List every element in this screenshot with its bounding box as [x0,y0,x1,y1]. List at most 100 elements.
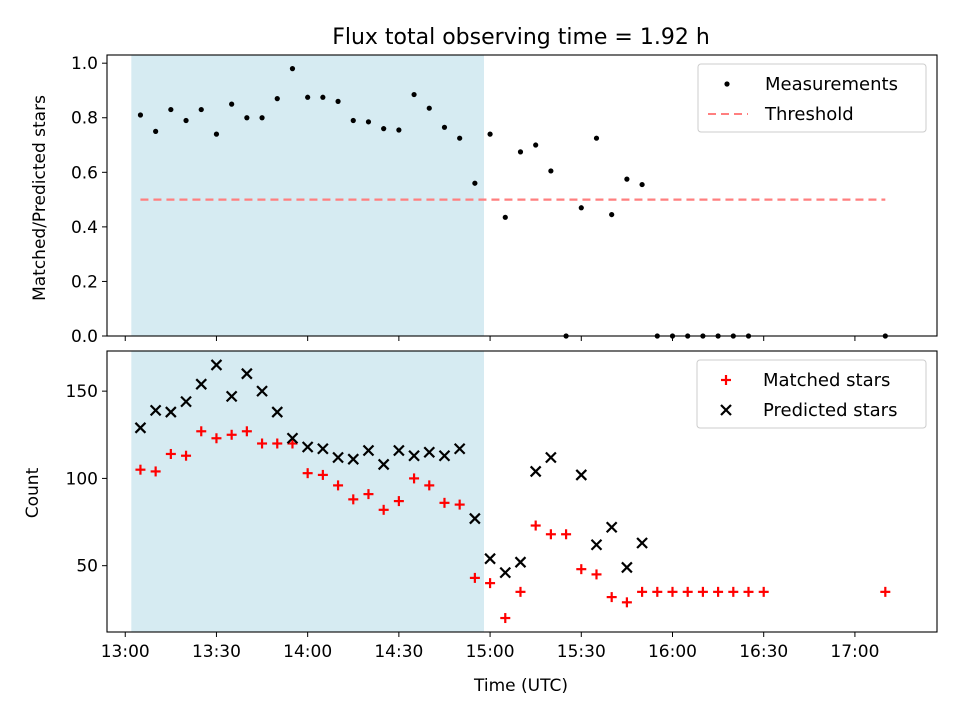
measurements-point [365,119,372,125]
x-tick-label: 17:00 [830,642,879,662]
measurements-point [335,98,341,104]
measurements-point [183,117,189,124]
matched-stars-point [165,448,176,459]
matched-stars-point [697,586,708,597]
predicted-stars-point [453,442,466,455]
measurements-point [320,94,326,100]
matched-stars-legend-marker [721,375,731,385]
matched-stars-point [500,613,511,624]
matched-stars-point [621,597,632,608]
matched-stars-point [485,578,496,589]
predicted-stars-point [408,449,420,462]
matched-stars-point [393,496,404,507]
y-tick-label: 0.4 [71,218,98,238]
measurements-point [289,66,296,72]
y-tick-label: 0.0 [71,327,98,347]
bottom-plot-series [134,359,891,624]
measurements-point [244,115,250,121]
x-tick-label: 14:00 [283,642,332,662]
predicted-stars-point [362,444,375,457]
predicted-stars-legend-label: Predicted stars [763,400,897,421]
matched-stars-point [682,586,693,597]
measurements-point [609,211,615,218]
matched-stars-point [226,429,237,440]
threshold-legend-label: Threshold [764,104,854,125]
matched-stars-point [409,473,420,484]
measurements-point [426,105,432,111]
measurements-legend-label: Measurements [765,74,898,95]
matched-stars-point [424,480,435,491]
plot-frame [106,54,938,337]
matched-stars-point [591,569,602,580]
matched-stars-point [880,586,891,597]
x-tick-label: 16:30 [739,642,788,662]
bottom-legend-frame [696,359,927,429]
predicted-stars-point [590,538,603,551]
observing-window-span [131,55,484,336]
measurements-point [639,181,645,188]
measurements-point [593,135,600,141]
predicted-stars-point [256,385,268,397]
matched-stars-point [196,426,207,437]
y-tick-label: 100 [66,469,98,489]
observing-window-span [131,351,484,632]
measurements-point [229,101,235,107]
measurements-point [624,176,630,182]
matched-stars-point [576,564,587,575]
measurements-point [502,214,508,220]
measurements-point [533,142,539,148]
matched-stars-point [728,586,739,597]
y-tick-label: 0.6 [71,163,98,183]
x-axis-label: Time (UTC) [473,676,568,696]
matched-stars-legend-label: Matched stars [763,370,890,391]
y-tick-label: 0.8 [71,109,98,129]
plot-frame [106,350,938,633]
measurements-point [548,168,554,174]
x-tick-label: 16:00 [648,642,697,662]
predicted-stars-point [377,458,390,471]
predicted-stars-point [241,367,253,380]
matched-stars-point [561,529,572,540]
measurements-point [350,117,356,124]
matched-stars-point [454,499,465,510]
matched-stars-point [150,466,161,477]
measurements-point [472,180,478,186]
predicted-stars-point [210,359,223,371]
top-axes: 0.0 0.2 0.4 0.6 0.8 1.0 [71,54,938,347]
matched-stars-point [515,586,526,597]
predicted-stars-point [499,566,512,579]
y-tick-label: 1.0 [71,54,98,74]
matched-stars-point [333,480,344,491]
matched-stars-point [287,438,298,449]
predicted-stars-point [332,451,344,464]
predicted-stars-point [347,453,360,465]
matched-stars-point [667,586,678,597]
predicted-stars-point [469,512,481,525]
predicted-stars-point [165,406,177,418]
matched-stars-point [257,438,268,449]
measurements-point [274,96,280,102]
measurements-point [396,127,402,133]
matched-stars-point [241,426,252,437]
matched-stars-point [713,586,724,597]
matched-stars-point [530,520,541,531]
matched-stars-point [317,469,328,480]
predicted-stars-point [134,422,147,434]
matched-stars-point [363,489,374,500]
predicted-stars-point [575,469,588,481]
measurements-point [168,106,174,113]
matched-stars-point [469,572,480,583]
predicted-stars-point [423,446,436,459]
matched-stars-point [606,592,617,603]
predicted-stars-point [393,444,405,457]
measurements-point [441,124,448,130]
measurements-point [578,205,584,211]
measurements-point [411,91,417,98]
matched-stars-point [545,529,556,540]
x-tick-label: 14:30 [374,642,423,662]
predicted-stars-point [180,395,192,408]
predicted-stars-point [621,561,633,574]
matched-stars-point [378,504,389,515]
predicted-stars-point [545,451,557,464]
